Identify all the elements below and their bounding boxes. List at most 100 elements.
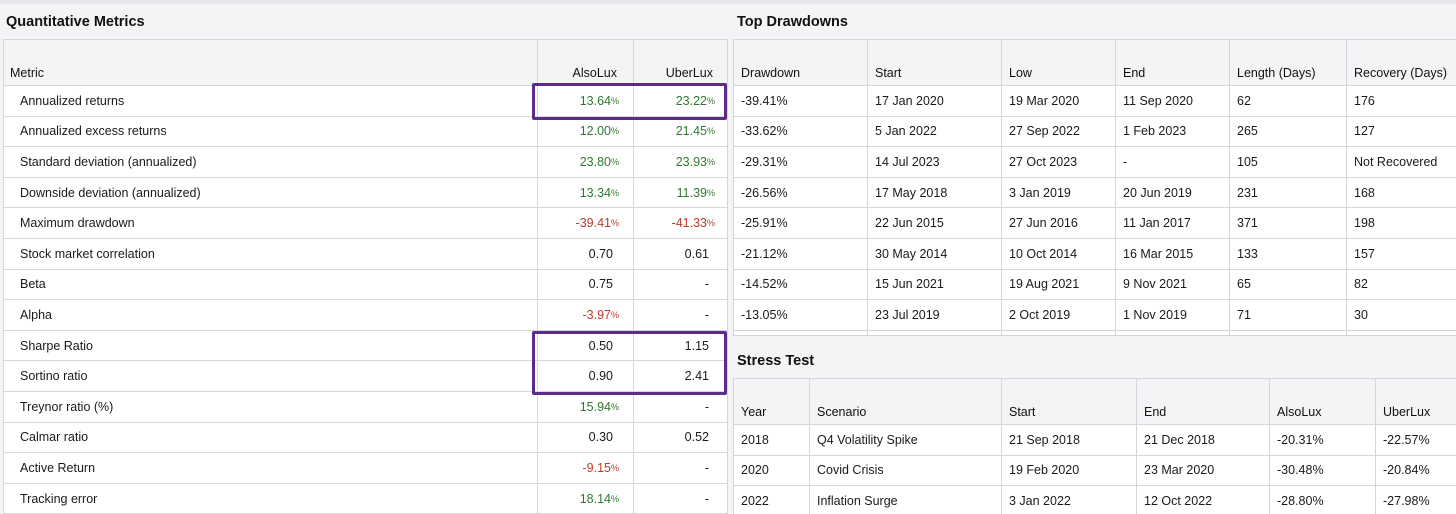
drawdowns-cell: 27 Sep 2022 [1009,124,1080,139]
value-number: -39.41 [575,216,611,231]
column-divider [809,379,810,514]
value-number: 18.14 [579,491,611,506]
value-number: 23.93 [675,154,707,169]
stress-cell: 21 Sep 2018 [1009,432,1080,447]
value-number: - [704,491,709,506]
percent-sign: % [610,462,619,473]
drawdowns-cell: -29.31% [741,154,788,169]
drawdowns-row: -13.05% 23 Jul 2019 2 Oct 2019 1 Nov 2019 71… [734,300,1456,331]
drawdowns-cell: -26.56% [741,185,788,200]
drawdowns-cell: 27 Oct 2023 [1009,154,1078,169]
stress-header-cell: End [1144,405,1167,419]
value-number: 0.50 [588,338,613,353]
uberlux-value: - [633,453,727,483]
drawdowns-row: -26.56% 17 May 2018 3 Jan 2019 20 Jun 2019 2… [734,177,1456,209]
uberlux-value: - [633,484,727,514]
drawdowns-cell: 62 [1237,93,1251,108]
column-divider [633,40,634,514]
metrics-row: Treynor ratio (%) 15.94% - [4,392,727,423]
metric-label: Sharpe Ratio [20,338,93,353]
stress-cell: Covid Crisis [817,463,884,478]
uberlux-value: 23.93% [633,147,727,177]
value-number: -41.33 [671,216,707,231]
drawdowns-cell: 23 Jul 2019 [875,307,940,322]
top-border [0,0,1456,4]
stress-header-cell: AlsoLux [1277,405,1322,419]
drawdowns-cell: 133 [1237,246,1258,261]
drawdowns-cell: 15 Jun 2021 [875,277,944,292]
value-number: 0.70 [588,246,613,261]
metrics-header-metric: Metric [10,66,45,80]
metrics-row: Maximum drawdown -39.41% -41.33% [4,208,727,239]
metric-label: Stock market correlation [20,246,155,261]
stress-row: 2020 Covid Crisis 19 Feb 2020 23 Mar 2020 -3… [734,455,1456,487]
stress-cell: -22.57% [1383,432,1430,447]
drawdowns-cell: 176 [1354,93,1375,108]
metric-label: Tracking error [20,491,98,506]
drawdowns-cell: 231 [1237,185,1258,200]
alsolux-value: -39.41% [537,208,633,238]
alsolux-value: -3.97% [537,300,633,330]
alsolux-value: -9.15% [537,453,633,483]
stress-title: Stress Test [737,353,815,369]
value-number: - [704,307,709,322]
drawdowns-cell: 5 Jan 2022 [875,124,937,139]
stress-cell: -20.31% [1277,432,1324,447]
alsolux-value: 15.94% [537,392,633,422]
drawdowns-cell: 198 [1354,216,1375,231]
percent-sign: % [706,95,715,106]
uberlux-value: - [633,300,727,330]
metrics-row: Standard deviation (annualized) 23.80% 23.… [4,147,727,178]
uberlux-value: 23.22% [633,86,727,116]
drawdowns-header-cell: Drawdown [741,66,801,80]
stress-cell: Inflation Surge [817,493,898,508]
column-divider [537,40,538,514]
drawdowns-cell: 11 Sep 2020 [1123,93,1193,108]
metrics-row: Beta 0.75 - [4,269,727,301]
alsolux-value: 0.70 [537,239,633,269]
stress-cell: 2018 [741,432,769,447]
drawdowns-header-cell: Recovery (Days) [1354,66,1448,80]
stress-cell: Q4 Volatility Spike [817,432,918,447]
alsolux-value: 13.64% [537,86,633,116]
metrics-header-row: Metric AlsoLux UberLux [4,40,727,86]
metrics-header-a: AlsoLux [572,66,617,80]
stress-cell: -27.98% [1383,493,1430,508]
stress-header-cell: UberLux [1383,405,1431,419]
metrics-title: Quantitative Metrics [6,14,145,30]
value-number: 11.39 [676,185,707,200]
drawdowns-cell: 65 [1237,277,1251,292]
uberlux-value: 0.52 [633,423,727,453]
drawdowns-cell: -13.05% [741,307,788,322]
drawdowns-cell: 17 May 2018 [875,185,948,200]
drawdowns-cell: -25.91% [741,216,788,231]
value-number: -3.97 [582,307,611,322]
drawdowns-row: -39.41% 17 Jan 2020 19 Mar 2020 11 Sep 2020… [734,86,1456,117]
returns-highlight-box [532,83,727,120]
drawdowns-cell: -39.41% [741,93,788,108]
metric-label: Treynor ratio (%) [20,399,114,414]
value-number: - [704,277,709,292]
stress-cell: -28.80% [1277,493,1324,508]
drawdowns-cell: 30 May 2014 [875,246,948,261]
stress-cell: 12 Oct 2022 [1144,493,1213,508]
drawdowns-cell: -21.12% [741,246,788,261]
metric-label: Annualized excess returns [20,124,167,139]
column-divider [867,40,868,335]
drawdowns-cell: 14 Jul 2023 [875,154,940,169]
metric-label: Calmar ratio [20,430,89,445]
alsolux-value: 0.75 [537,270,633,300]
drawdowns-header-cell: Start [875,66,902,80]
stress-header-row: Year Scenario Start End AlsoLux UberLux [734,379,1456,425]
drawdowns-cell: 1 Nov 2019 [1123,307,1187,322]
percent-sign: % [610,309,619,320]
metrics-row: Sortino ratio 0.90 2.41 [4,361,727,392]
column-divider [1001,40,1002,335]
metrics-row: Active Return -9.15% - [4,453,727,484]
metric-label: Active Return [20,460,96,475]
value-number: 0.90 [588,369,613,384]
metrics-row: Tracking error 18.14% - [4,483,727,514]
column-divider [1229,40,1230,335]
drawdowns-cell: 2 Oct 2019 [1009,307,1071,322]
alsolux-value: 18.14% [537,484,633,514]
